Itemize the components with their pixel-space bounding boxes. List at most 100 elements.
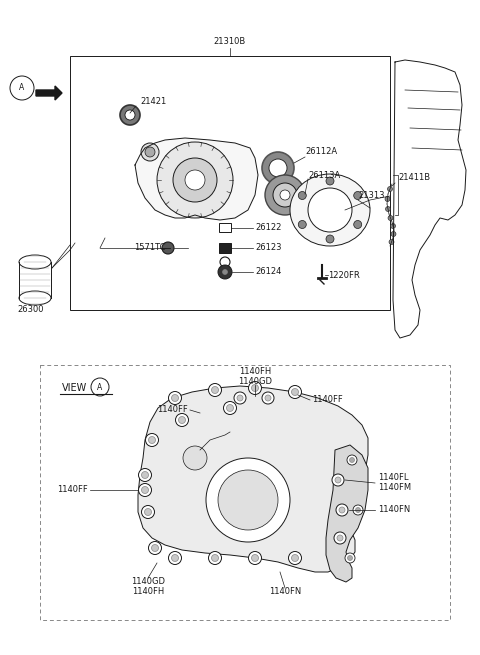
Polygon shape <box>326 445 368 582</box>
Circle shape <box>288 386 301 398</box>
Circle shape <box>139 483 152 496</box>
Circle shape <box>391 223 396 229</box>
Circle shape <box>387 187 393 191</box>
Text: 1140FN: 1140FN <box>378 506 410 514</box>
Circle shape <box>142 472 148 479</box>
Text: 26122: 26122 <box>255 223 281 233</box>
Text: 1140FH: 1140FH <box>239 367 271 377</box>
Circle shape <box>145 434 158 447</box>
Text: 1140GD: 1140GD <box>131 578 165 586</box>
Circle shape <box>388 215 393 221</box>
Circle shape <box>176 413 189 426</box>
Circle shape <box>223 269 228 274</box>
Bar <box>219 243 231 253</box>
Polygon shape <box>135 138 258 220</box>
Polygon shape <box>36 86 62 100</box>
Text: 1140FM: 1140FM <box>378 483 411 493</box>
Circle shape <box>262 392 274 404</box>
Ellipse shape <box>19 255 51 269</box>
Circle shape <box>212 555 218 561</box>
Circle shape <box>269 159 287 177</box>
Circle shape <box>179 417 185 424</box>
Circle shape <box>171 394 179 402</box>
Circle shape <box>249 552 262 565</box>
Circle shape <box>212 386 218 394</box>
Circle shape <box>206 458 290 542</box>
Circle shape <box>265 395 271 401</box>
Circle shape <box>326 235 334 243</box>
Circle shape <box>252 555 259 561</box>
Circle shape <box>385 206 391 212</box>
Circle shape <box>353 505 363 515</box>
Circle shape <box>171 555 179 561</box>
Circle shape <box>354 191 362 200</box>
Circle shape <box>335 477 341 483</box>
Text: 21411B: 21411B <box>398 174 430 183</box>
Circle shape <box>183 446 207 470</box>
Circle shape <box>356 508 360 512</box>
Circle shape <box>334 532 346 544</box>
Circle shape <box>234 392 246 404</box>
Circle shape <box>141 143 159 161</box>
Text: 1140FF: 1140FF <box>157 405 188 415</box>
Circle shape <box>224 402 237 415</box>
Text: 26123: 26123 <box>255 244 281 252</box>
Text: 1140FN: 1140FN <box>269 588 301 597</box>
Circle shape <box>298 221 306 229</box>
Text: A: A <box>97 383 103 392</box>
Circle shape <box>280 190 290 200</box>
Circle shape <box>142 506 155 519</box>
Circle shape <box>354 221 362 229</box>
Circle shape <box>332 474 344 486</box>
Circle shape <box>249 381 262 394</box>
Circle shape <box>218 470 278 530</box>
Circle shape <box>308 188 352 232</box>
Circle shape <box>336 504 348 516</box>
Circle shape <box>389 240 394 244</box>
Circle shape <box>218 265 232 279</box>
Circle shape <box>142 487 148 493</box>
Ellipse shape <box>290 174 370 246</box>
Circle shape <box>152 544 158 552</box>
Text: 26124: 26124 <box>255 267 281 276</box>
Circle shape <box>227 405 233 411</box>
Circle shape <box>162 242 174 254</box>
Circle shape <box>157 142 233 218</box>
Circle shape <box>291 388 299 396</box>
Text: 21310B: 21310B <box>214 37 246 47</box>
Circle shape <box>120 105 140 125</box>
Circle shape <box>252 384 259 392</box>
Circle shape <box>220 257 230 267</box>
Circle shape <box>265 175 305 215</box>
Text: 1140FF: 1140FF <box>57 485 88 495</box>
Circle shape <box>298 191 306 200</box>
Text: 1140GD: 1140GD <box>238 377 272 386</box>
Circle shape <box>347 455 357 465</box>
Text: 26113A: 26113A <box>308 170 340 179</box>
Text: 1220FR: 1220FR <box>328 271 360 280</box>
Ellipse shape <box>19 291 51 305</box>
Circle shape <box>148 542 161 555</box>
Circle shape <box>273 183 297 207</box>
Circle shape <box>145 147 155 157</box>
Circle shape <box>139 468 152 481</box>
Bar <box>40 365 450 620</box>
Circle shape <box>148 436 156 443</box>
Circle shape <box>391 231 396 236</box>
Text: 26300: 26300 <box>17 305 44 314</box>
Circle shape <box>262 152 294 184</box>
Circle shape <box>185 170 205 190</box>
Circle shape <box>173 158 217 202</box>
Text: 1571TC: 1571TC <box>134 244 166 252</box>
Circle shape <box>237 395 243 401</box>
Circle shape <box>385 196 390 202</box>
Circle shape <box>288 552 301 565</box>
Polygon shape <box>138 386 368 572</box>
Circle shape <box>168 552 181 565</box>
Circle shape <box>348 555 352 561</box>
Text: 21421: 21421 <box>140 98 166 107</box>
Circle shape <box>345 553 355 563</box>
Circle shape <box>337 535 343 541</box>
Circle shape <box>168 392 181 405</box>
Bar <box>70 56 390 310</box>
